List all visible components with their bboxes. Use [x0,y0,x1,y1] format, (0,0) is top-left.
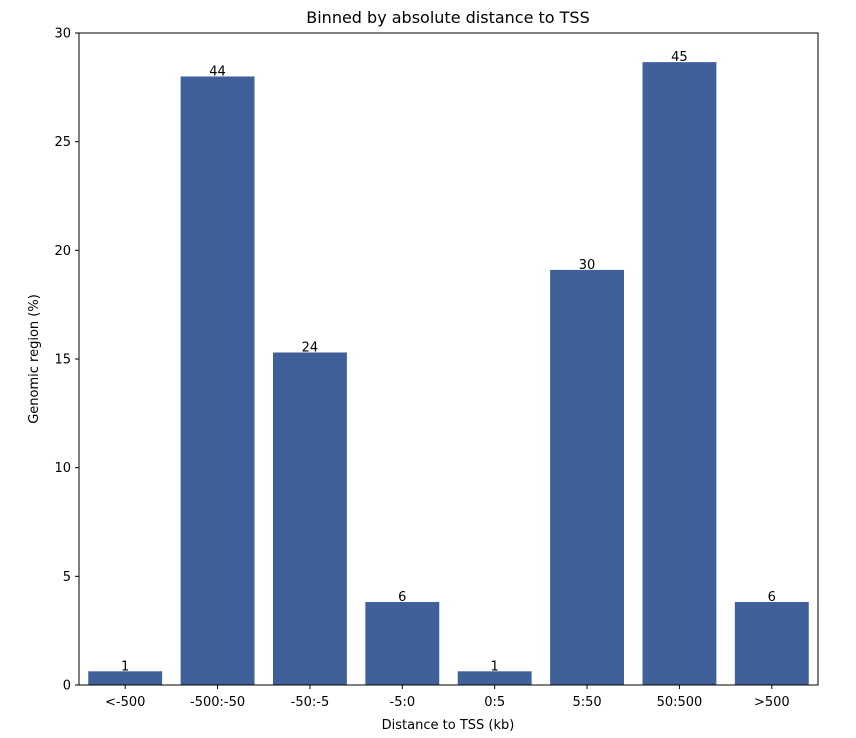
y-tick-label: 25 [54,135,71,150]
bar-value-label: 44 [209,64,226,79]
y-tick-label: 0 [63,679,71,694]
y-axis: 0 5 10 15 20 25 30 [54,27,79,694]
y-tick-label: 30 [54,27,71,42]
bar-value-label: 24 [302,340,319,355]
x-tick-label: 5:50 [572,695,601,710]
y-tick-label: 10 [54,461,71,476]
data-labels-group: 1 44 24 6 1 30 45 6 [121,50,776,674]
bar-5 [550,269,625,685]
bar-value-label: 1 [121,659,129,674]
x-tick-label: -5:0 [390,695,416,710]
bar-3 [365,601,440,685]
y-tick-label: 5 [63,570,71,585]
x-tick-label: 50:500 [657,695,703,710]
x-tick-label: <-500 [105,695,145,710]
bar-value-label: 1 [491,659,499,674]
bar-value-label: 30 [579,258,596,273]
bar-value-label: 45 [671,50,688,65]
bar-value-label: 6 [398,590,406,605]
x-axis-label: Distance to TSS (kb) [382,718,515,733]
bar-4 [457,671,532,685]
x-tick-label: -50:-5 [291,695,330,710]
bar-7 [734,601,809,685]
x-tick-label: -500:-50 [190,695,245,710]
bars-group [88,62,809,685]
y-axis-label: Genomic region (%) [27,294,42,424]
bar-0 [88,671,163,685]
x-tick-label: >500 [754,695,790,710]
bar-2 [272,352,347,685]
x-axis: <-500 -500:-50 -50:-5 -5:0 0:5 5:50 50:500 >500 [105,685,790,710]
x-tick-label: 0:5 [484,695,505,710]
bar-6 [642,62,717,685]
bar-1 [180,76,255,685]
chart-title: Binned by absolute distance to TSS [306,8,590,27]
y-tick-label: 15 [54,353,71,368]
bar-value-label: 6 [768,590,776,605]
y-tick-label: 20 [54,244,71,259]
